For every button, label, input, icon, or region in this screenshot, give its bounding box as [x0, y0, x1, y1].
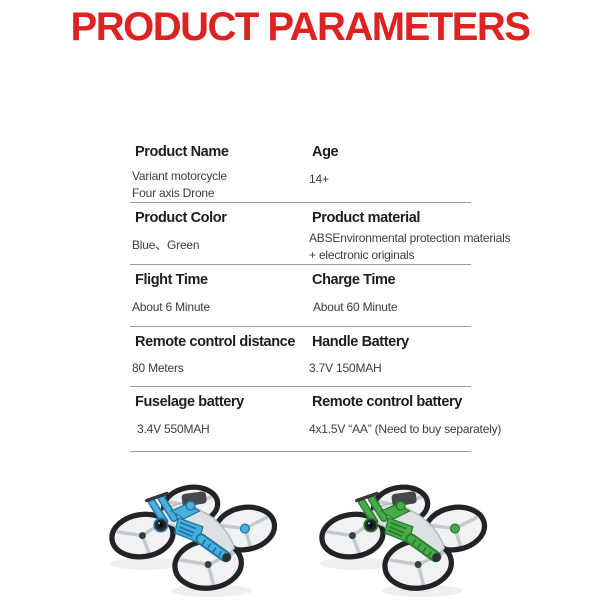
- page-title: PRODUCT PARAMETERS: [70, 5, 531, 49]
- label-product-name: Product Name: [135, 144, 229, 160]
- value-charge-time: About 60 Minute: [313, 300, 398, 314]
- label-age: Age: [312, 144, 339, 160]
- drone-image-blue: [103, 476, 287, 599]
- table-row-color-material: Product Color Blue、Green Product materia…: [130, 203, 511, 265]
- value-product-name-1: Variant motorcycle: [132, 169, 227, 183]
- table-row-flight-charge: Flight Time About 6 Minute Charge Time A…: [130, 265, 471, 327]
- cell-remote-battery: Remote control battery 4x1.5V “AA” (Need…: [307, 393, 501, 451]
- cell-fuselage-battery: Fuselage battery 3.4V 550MAH: [130, 393, 307, 451]
- value-flight-time: About 6 Minute: [132, 300, 210, 314]
- cell-product-material: Product material ABSEnvironmental protec…: [307, 209, 511, 264]
- table-row-name-age: Product Name Variant motorcycle Four axi…: [130, 137, 471, 203]
- cell-product-name: Product Name Variant motorcycle Four axi…: [130, 143, 307, 202]
- value-product-color: Blue、Green: [132, 238, 200, 252]
- value-product-material-1: ABSEnvironmental protection materials: [309, 231, 511, 245]
- cell-product-color: Product Color Blue、Green: [130, 209, 307, 264]
- value-age: 14+: [309, 172, 329, 186]
- cell-charge-time: Charge Time About 60 Minute: [307, 271, 471, 326]
- value-handle-battery: 3.7V 150MAH: [309, 361, 382, 375]
- value-remote-distance: 80 Meters: [132, 361, 184, 375]
- value-remote-battery: 4x1.5V “AA” (Need to buy separately): [309, 422, 502, 436]
- cell-remote-distance: Remote control distance 80 Meters: [130, 333, 307, 386]
- table-row-fuselage-remote: Fuselage battery 3.4V 550MAH Remote cont…: [130, 387, 501, 452]
- spec-table: Product Name Variant motorcycle Four axi…: [130, 137, 511, 452]
- label-product-color: Product Color: [135, 210, 227, 226]
- label-flight-time: Flight Time: [135, 272, 208, 288]
- label-fuselage-battery: Fuselage battery: [135, 394, 244, 410]
- product-photos: [0, 476, 600, 599]
- label-product-material: Product material: [312, 210, 421, 226]
- label-remote-battery: Remote control battery: [312, 394, 462, 410]
- label-remote-distance: Remote control distance: [135, 334, 295, 350]
- value-product-material-2: + electronic originals: [309, 247, 415, 262]
- value-product-name-2: Four axis Drone: [132, 185, 215, 200]
- table-row-distance-handle: Remote control distance 80 Meters Handle…: [130, 327, 471, 387]
- cell-handle-battery: Handle Battery 3.7V 150MAH: [307, 333, 471, 386]
- label-charge-time: Charge Time: [312, 272, 396, 288]
- value-fuselage-battery: 3.4V 550MAH: [137, 422, 210, 436]
- drone-image-green: [313, 476, 497, 599]
- cell-age: Age 14+: [307, 143, 471, 202]
- cell-flight-time: Flight Time About 6 Minute: [130, 271, 307, 326]
- label-handle-battery: Handle Battery: [312, 334, 409, 350]
